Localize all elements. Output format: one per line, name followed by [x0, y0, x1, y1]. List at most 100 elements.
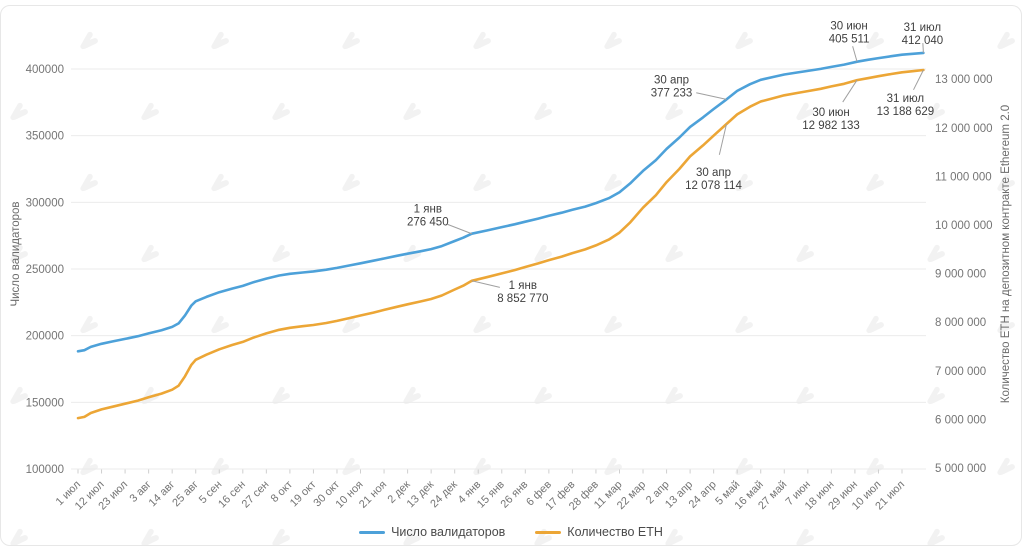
legend-label-eth: Количество ETH: [567, 525, 663, 539]
forklog-watermark-icon: [665, 386, 683, 405]
annotation-leader-line: [842, 79, 858, 103]
legend-item-eth[interactable]: Количество ETH: [535, 525, 663, 539]
forklog-watermark-icon: [866, 31, 884, 50]
forklog-watermark-icon: [534, 386, 552, 405]
annotation-leader-line: [447, 223, 472, 235]
forklog-watermark-icon: [272, 386, 290, 405]
x-axis-tick-label: 14 авг: [147, 479, 178, 510]
left-axis-tick-label: 300000: [26, 197, 64, 209]
annotation-leader-line: [718, 123, 727, 155]
annotation-value: 12 078 114: [685, 180, 742, 192]
right-axis-tick-label: 11 000 000: [935, 171, 992, 183]
eth-line-swatch: [535, 530, 562, 534]
forklog-watermark-icon: [473, 31, 491, 50]
legend: Число валидаторов Количество ETH: [1, 525, 1021, 539]
forklog-watermark-icon: [665, 102, 683, 121]
annotation-date: 1 янв: [414, 204, 442, 216]
forklog-watermark-icon: [272, 528, 290, 545]
right-axis-tick-label: 6 000 000: [935, 414, 986, 426]
left-axis-tick-label: 400000: [26, 64, 64, 76]
legend-label-validators: Число валидаторов: [391, 525, 506, 539]
forklog-watermark-icon: [735, 457, 753, 476]
forklog-watermark-icon: [272, 102, 290, 121]
forklog-watermark-icon: [403, 386, 421, 405]
forklog-watermark-icon: [141, 102, 159, 121]
x-axis-tick-label: 27 сен: [240, 479, 272, 511]
forklog-watermark-icon: [80, 173, 98, 192]
forklog-watermark-icon: [10, 102, 28, 121]
annotation-value: 377 233: [651, 87, 693, 99]
forklog-watermark-icon: [473, 457, 491, 476]
forklog-watermark-icon: [141, 528, 159, 545]
validators-eth-line-chart: 100000 150000 200000 250000 300000 350000 4000…: [10, 21, 1015, 545]
left-axis-tick-label: 200000: [26, 331, 64, 343]
forklog-watermark-icon: [927, 528, 945, 545]
forklog-watermark-icon: [997, 315, 1015, 334]
forklog-watermark-icon: [796, 528, 814, 545]
forklog-watermark-icon: [342, 457, 360, 476]
right-axis-title: Количество ETH на депозитном контракте E…: [1000, 104, 1012, 404]
right-axis-tick-label: 13 000 000: [935, 74, 993, 86]
forklog-watermark-icon: [141, 244, 159, 263]
left-axis-tick-label: 150000: [26, 397, 64, 409]
forklog-watermark-icon: [997, 173, 1015, 192]
series-lines: [76, 51, 925, 420]
forklog-watermark-icon: [735, 173, 753, 192]
forklog-watermark-icon: [866, 457, 884, 476]
forklog-watermark-icon: [534, 528, 552, 545]
right-axis-tick-label: 7 000 000: [935, 366, 986, 378]
annotation-date: 31 июл: [904, 22, 942, 34]
right-axis-tick-label: 5 000 000: [935, 463, 986, 475]
forklog-watermark-icon: [211, 315, 229, 334]
forklog-watermark-icon: [735, 315, 753, 334]
forklog-watermark-icon: [735, 31, 753, 50]
forklog-watermark-icon: [272, 244, 290, 263]
left-axis-tick-label: 350000: [26, 131, 64, 143]
chart-card: 100000 150000 200000 250000 300000 350000 4000…: [0, 5, 1022, 546]
annotation-date: 31 июл: [887, 93, 925, 105]
x-axis-tick-label: 24 дек: [428, 479, 460, 511]
forklog-watermark-icon: [10, 528, 28, 545]
forklog-watermark-icon: [866, 315, 884, 334]
forklog-watermark-icon: [665, 244, 683, 263]
right-axis-tick-label: 9 000 000: [935, 269, 986, 281]
forklog-watermark-icon: [927, 386, 945, 405]
gridlines: [71, 68, 926, 470]
forklog-watermark-icon: [604, 457, 622, 476]
legend-item-validators[interactable]: Число валидаторов: [359, 525, 505, 539]
annotation-leader-line: [913, 69, 924, 91]
x-axis-tick-label: 25 авг: [170, 479, 201, 510]
forklog-watermark-icon: [473, 173, 491, 192]
annotation-date: 1 янв: [509, 280, 537, 292]
forklog-watermark-icon: [80, 457, 98, 476]
right-axis-tick-label: 10 000 000: [935, 220, 993, 232]
forklog-watermark-icon: [211, 173, 229, 192]
forklog-watermark-icon: [342, 173, 360, 192]
left-axis-tick-label: 100000: [26, 464, 64, 476]
annotation-value: 12 982 133: [802, 120, 860, 132]
forklog-watermark-icon: [403, 528, 421, 545]
forklog-watermark-icon: [141, 386, 159, 405]
forklog-watermark-icon: [927, 102, 945, 121]
annotation-value: 412 040: [902, 35, 944, 47]
forklog-watermark-icon: [534, 102, 552, 121]
forklog-watermark-icon: [534, 244, 552, 263]
annotation-value: 13 188 629: [877, 106, 935, 118]
annotation-value: 8 852 770: [497, 293, 548, 305]
annotation-date: 30 июн: [812, 107, 849, 119]
watermark-layer: [10, 31, 1015, 545]
forklog-watermark-icon: [796, 386, 814, 405]
right-axis-tick-label: 12 000 000: [935, 123, 993, 135]
forklog-watermark-icon: [342, 315, 360, 334]
annotation-value: 405 511: [829, 34, 870, 46]
forklog-watermark-icon: [604, 31, 622, 50]
annotation-value: 276 450: [407, 217, 449, 229]
forklog-watermark-icon: [80, 315, 98, 334]
annotation-leader-line: [696, 92, 727, 100]
forklog-watermark-icon: [604, 173, 622, 192]
forklog-watermark-icon: [80, 31, 98, 50]
annotation-date: 30 апр: [696, 167, 731, 179]
annotation-date: 30 июн: [830, 21, 867, 33]
left-axis-title: Число валидаторов: [10, 201, 22, 307]
